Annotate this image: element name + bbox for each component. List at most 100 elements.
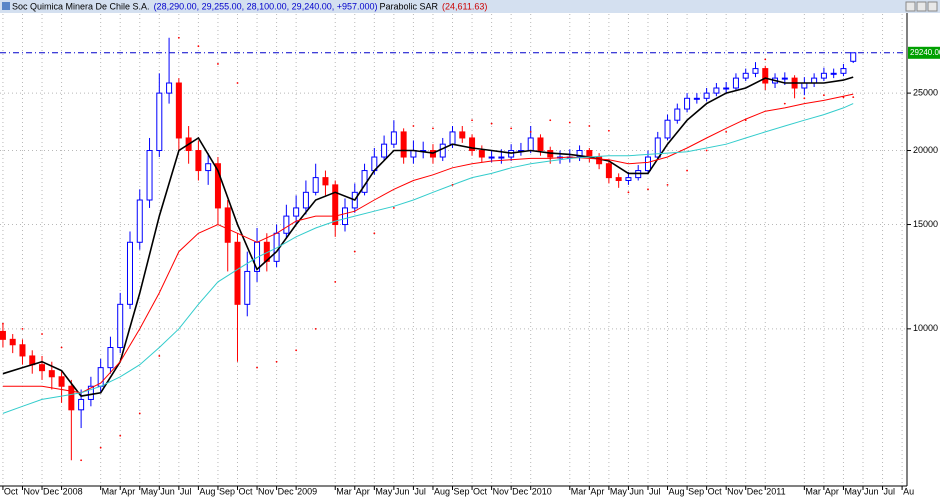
x-tick-label: Aug <box>199 486 215 496</box>
x-tick-label: Mar <box>805 486 821 496</box>
maximize-button[interactable] <box>916 1 927 12</box>
sar-dot <box>529 131 532 133</box>
sar-dot <box>588 125 591 127</box>
sar-dot <box>725 131 728 133</box>
close-button[interactable] <box>927 1 938 12</box>
x-tick-label: Nov <box>493 486 510 496</box>
x-tick-label: Oct <box>708 486 723 496</box>
sar-dot <box>99 446 102 449</box>
x-tick-label: Nov <box>23 486 40 496</box>
sar-dot <box>607 129 610 132</box>
x-tick-label: Aug <box>669 486 685 496</box>
sar-dot <box>21 327 24 330</box>
candle-body <box>605 163 612 179</box>
candle-body <box>58 376 65 387</box>
sar-dot <box>60 346 63 349</box>
x-tick-label: Dec <box>278 486 295 496</box>
x-tick-label: Apr <box>121 486 135 496</box>
candle-body <box>39 364 46 372</box>
candle-body <box>693 97 700 100</box>
candle-body <box>527 137 534 152</box>
candle-body <box>644 156 651 172</box>
candle-body <box>537 137 544 152</box>
x-tick-label: Jul <box>649 486 661 496</box>
sar-dot <box>256 366 258 369</box>
sar-dot <box>80 459 83 462</box>
candle-body <box>322 177 329 186</box>
x-tick-label: Sep <box>454 486 470 496</box>
sar-dot <box>177 36 180 39</box>
y-tick-label: 10000 <box>913 323 938 333</box>
sar-dot <box>549 119 552 122</box>
x-tick-label: Sep <box>219 486 235 496</box>
last-price-box <box>908 46 940 59</box>
candle-body <box>136 199 143 243</box>
candle-body <box>293 207 300 217</box>
sar-dot <box>686 169 688 172</box>
x-tick-label: 2008 <box>63 486 83 496</box>
candle-body <box>752 68 759 74</box>
indicator-name: Parabolic SAR <box>380 1 439 11</box>
x-tick-label: Jun <box>395 486 410 496</box>
sar-dot <box>41 333 43 335</box>
sar-dot <box>217 63 219 65</box>
candle-body <box>107 347 114 369</box>
x-tick-label: Oct <box>238 486 253 496</box>
candle-body <box>840 68 847 74</box>
candle-body <box>312 177 319 193</box>
candle-body <box>400 131 407 158</box>
x-tick-label: 2010 <box>532 486 552 496</box>
chart-title: Soc Quimica Minera De Chile S.A. <box>12 1 150 11</box>
sar-dot <box>490 122 493 125</box>
x-tick-label: Oct <box>4 486 19 496</box>
candle-body <box>146 150 153 201</box>
x-tick-label: Apr <box>825 486 839 496</box>
x-tick-label: Dec <box>43 486 60 496</box>
indicator-value: (24,611.63) <box>442 1 487 11</box>
moving-average <box>2 103 854 414</box>
sar-dot <box>158 355 161 357</box>
y-tick-label: 15000 <box>913 219 938 229</box>
candle-body <box>576 150 583 158</box>
candle-body <box>0 330 6 340</box>
candle-body <box>234 241 241 305</box>
minimize-button[interactable] <box>905 1 916 12</box>
candle-body <box>48 370 55 378</box>
sar-dot <box>764 58 767 61</box>
candle-body <box>283 215 290 234</box>
sar-dot <box>197 45 200 48</box>
candle-body <box>498 156 505 159</box>
y-tick-label: 25000 <box>913 87 938 97</box>
candle-body <box>762 68 769 84</box>
candle-body <box>781 77 788 80</box>
candle-body <box>166 82 173 94</box>
sar-dot <box>451 183 454 186</box>
sar-dot <box>647 188 649 191</box>
sar-dot <box>842 96 845 99</box>
candle-body <box>732 77 739 89</box>
x-tick-label: Nov <box>727 486 744 496</box>
sar-dot <box>432 127 434 130</box>
x-tick-label: May <box>141 486 159 496</box>
candle-body <box>449 131 456 145</box>
x-tick-label: Dec <box>512 486 529 496</box>
candle-body <box>615 177 622 181</box>
sar-dot <box>314 327 317 330</box>
x-tick-label: Apr <box>590 486 604 496</box>
x-tick-label: May <box>375 486 393 496</box>
candle-body <box>478 150 485 158</box>
candle-body <box>684 97 691 110</box>
x-tick-label: Jun <box>160 486 175 496</box>
title-bar <box>0 0 940 13</box>
candle-body <box>195 150 202 172</box>
candle-body <box>820 72 827 79</box>
candle-body <box>830 72 837 75</box>
x-tick-label: Jul <box>414 486 426 496</box>
x-tick-label: May <box>844 486 862 496</box>
candle-body <box>488 156 495 159</box>
sar-dot <box>568 121 571 124</box>
app-icon <box>2 2 10 10</box>
candle-body <box>674 108 681 121</box>
